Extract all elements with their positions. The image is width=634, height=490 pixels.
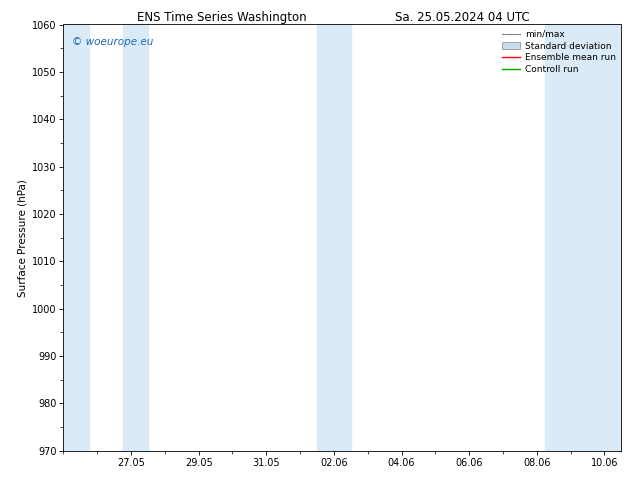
- Bar: [317, 24, 351, 451]
- Legend: min/max, Standard deviation, Ensemble mean run, Controll run: min/max, Standard deviation, Ensemble me…: [499, 26, 619, 77]
- Bar: [63, 24, 89, 451]
- Bar: [545, 24, 621, 451]
- Text: ENS Time Series Washington: ENS Time Series Washington: [137, 11, 307, 24]
- Bar: [122, 24, 148, 451]
- Text: © woeurope.eu: © woeurope.eu: [72, 37, 153, 48]
- Y-axis label: Surface Pressure (hPa): Surface Pressure (hPa): [18, 179, 28, 296]
- Text: Sa. 25.05.2024 04 UTC: Sa. 25.05.2024 04 UTC: [396, 11, 530, 24]
